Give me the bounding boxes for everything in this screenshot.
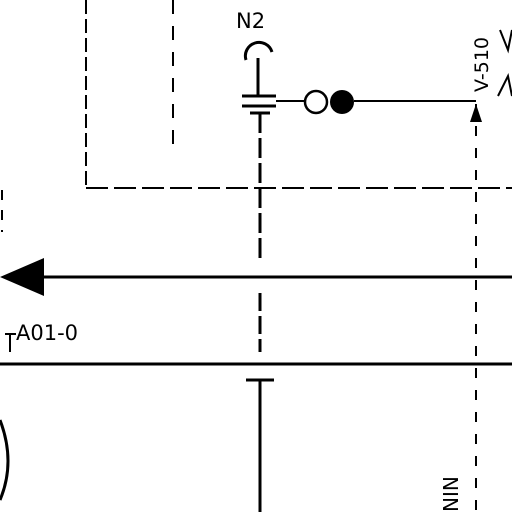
open-circle-symbol — [303, 89, 329, 115]
bottom-tag-group: NIN — [439, 476, 463, 512]
nozzle-label: N2 — [236, 9, 265, 33]
instrument-arrow-up — [470, 104, 482, 122]
right-edge-triangle — [497, 72, 512, 97]
flow-arrow-left — [0, 258, 44, 296]
bottom-tag-label: NIN — [439, 476, 463, 512]
filled-circle-symbol — [330, 90, 354, 114]
nozzle-arc — [243, 40, 274, 61]
right-edge-symbol — [499, 29, 512, 54]
vertical-tag-label: V-510 — [471, 37, 493, 92]
bottom-left-curve — [0, 419, 10, 501]
line-tag-label: A01-0 — [16, 321, 78, 345]
line-tag-marker — [5, 333, 16, 352]
vertical-tag-group: V-510 — [471, 37, 493, 92]
